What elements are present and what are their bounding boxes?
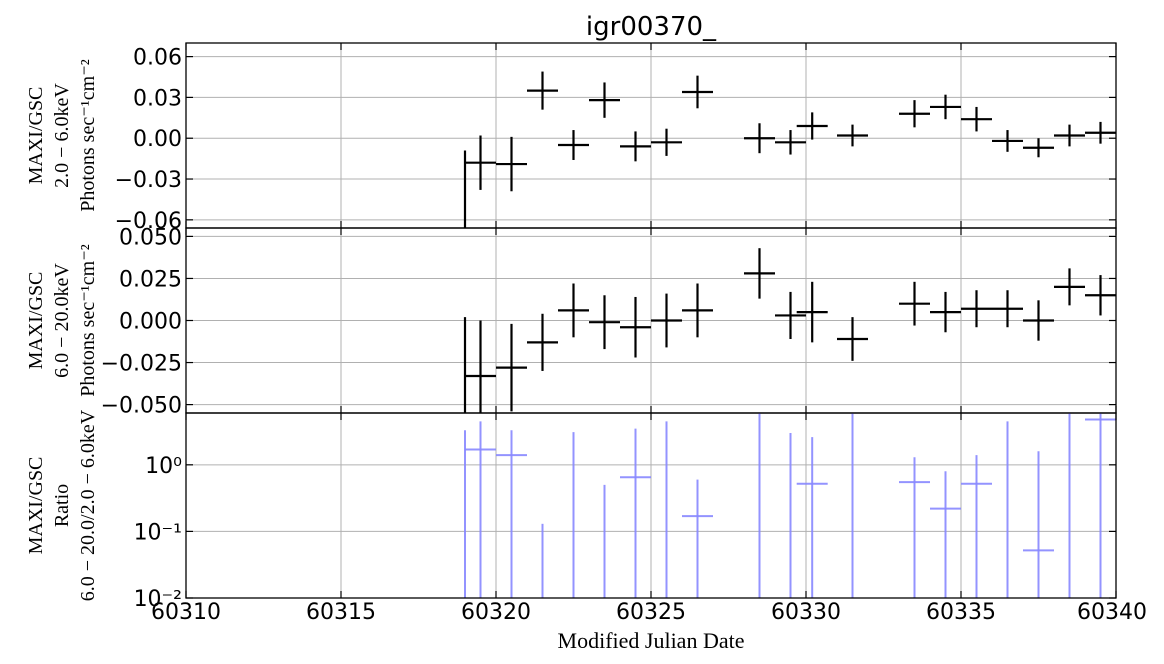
y-tick-label: −0.025 (101, 352, 182, 377)
y-tick-label: −0.06 (115, 209, 182, 234)
x-tick-label: 60310 (151, 600, 221, 625)
x-tick-label: 60340 (1077, 600, 1147, 625)
y-tick-label: −0.050 (101, 394, 182, 419)
y-tick-label: 0.050 (119, 225, 182, 250)
panel-3: 10⁰ 10⁻¹ 10⁻² MAXI/GSC Ratio 6.0 − 20.0/2.0 −… (25, 409, 1117, 612)
y-tick-label: −0.03 (115, 168, 182, 193)
y-axis-label-line: 2.0 − 6.0keV (51, 83, 73, 188)
x-tick-label: 60335 (926, 600, 996, 625)
series-group (463, 71, 1116, 228)
y-tick-label: 0.025 (119, 267, 182, 292)
y-axis-label-line: Photons sec⁻¹cm⁻² (77, 59, 99, 212)
y-axis-label-line: 6.0 − 20.0keV (51, 263, 73, 378)
y-axis-label-line: Photons sec⁻¹cm⁻² (77, 244, 99, 397)
y-tick-label: 0.00 (133, 127, 182, 152)
y-axis-label-line: 6.0 − 20.0/2.0 − 6.0keV (77, 409, 99, 601)
y-axis-label-line: MAXI/GSC (25, 87, 47, 185)
x-tick-label: 60320 (461, 600, 531, 625)
y-tick-label: 0.03 (133, 86, 182, 111)
y-tick-label: 10⁰ (145, 454, 182, 479)
y-tick-label: 0.000 (119, 310, 182, 335)
x-tick-label: 60330 (771, 600, 841, 625)
panel-1: 0.06 0.03 0.00 −0.03 −0.06 MAXI/GSC 2.0 − 6.0k… (25, 42, 1117, 234)
chart-title: igr00370_ (586, 12, 717, 42)
y-axis-label-line: MAXI/GSC (25, 457, 47, 555)
x-tick-label: 60325 (616, 600, 686, 625)
y-axis-label-line: Ratio (51, 484, 73, 527)
series-group (463, 248, 1116, 413)
x-axis-label: Modified Julian Date (558, 628, 745, 653)
y-axis-label-line: MAXI/GSC (25, 272, 47, 370)
x-tick-label: 60315 (306, 600, 376, 625)
series-group (464, 413, 1116, 598)
y-tick-label: 0.06 (133, 46, 182, 71)
y-tick-label: 10⁻¹ (134, 520, 182, 545)
y-tick-label: 10⁻² (134, 587, 182, 612)
panel-2: 0.050 0.025 0.000 −0.025 −0.050 MAXI/GSC 6.0 −… (25, 225, 1117, 419)
